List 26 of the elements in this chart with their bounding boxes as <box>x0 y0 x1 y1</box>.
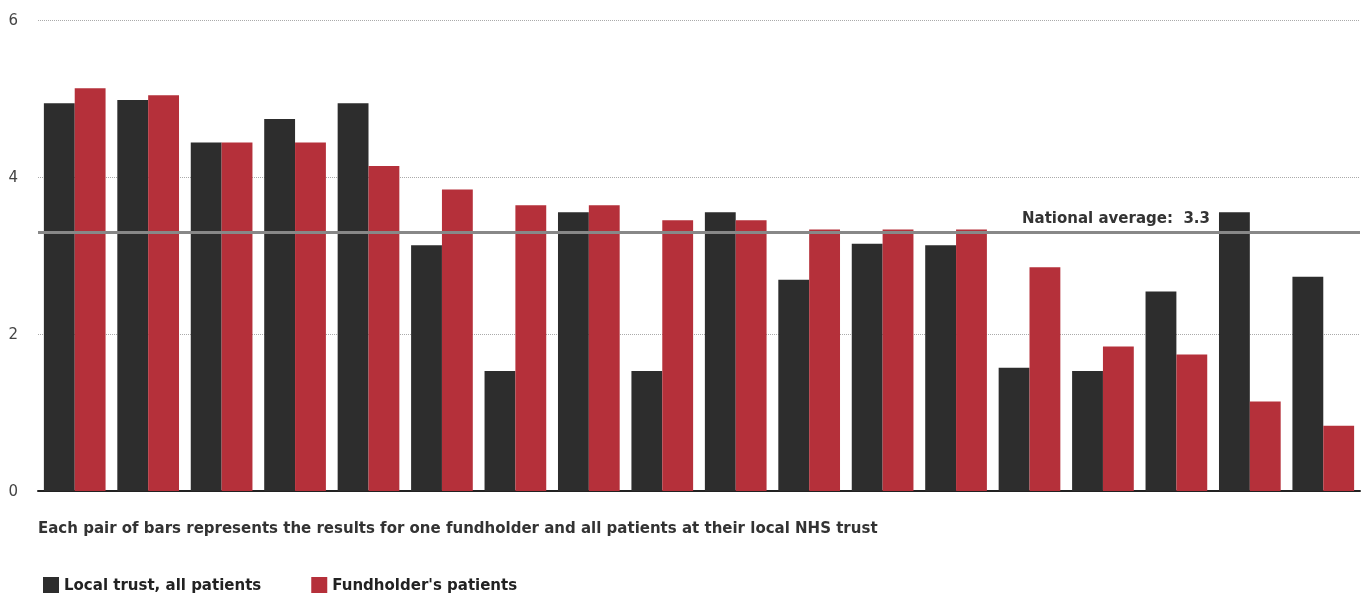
bar <box>515 205 547 491</box>
y-tick-label: 4 <box>8 168 18 186</box>
bar <box>74 88 106 491</box>
bar <box>148 95 180 491</box>
text: Each pair of bars represents the results for one fundholder and all patients at their local NHS trust <box>38 518 878 537</box>
bar <box>221 142 253 491</box>
bar <box>662 220 694 491</box>
bar <box>1176 354 1208 491</box>
y-tick-label: 0 <box>8 482 18 500</box>
bar <box>1249 401 1281 491</box>
bar <box>809 229 841 491</box>
bar <box>1029 267 1061 491</box>
bar <box>441 189 473 491</box>
ref-line-label: National average: 3.3 <box>1022 209 1210 228</box>
bar <box>1102 346 1134 491</box>
legend-label: Fundholder's patients <box>332 576 518 594</box>
bar <box>882 229 914 491</box>
bar <box>368 166 400 491</box>
bar <box>956 229 987 491</box>
bar <box>588 205 620 491</box>
y-tick-label: 2 <box>8 325 18 343</box>
bar <box>295 142 326 491</box>
y-tick-label: 6 <box>8 11 18 29</box>
legend-label: Local trust, all patients <box>64 576 262 594</box>
bar <box>735 220 767 491</box>
bar <box>1323 425 1355 491</box>
